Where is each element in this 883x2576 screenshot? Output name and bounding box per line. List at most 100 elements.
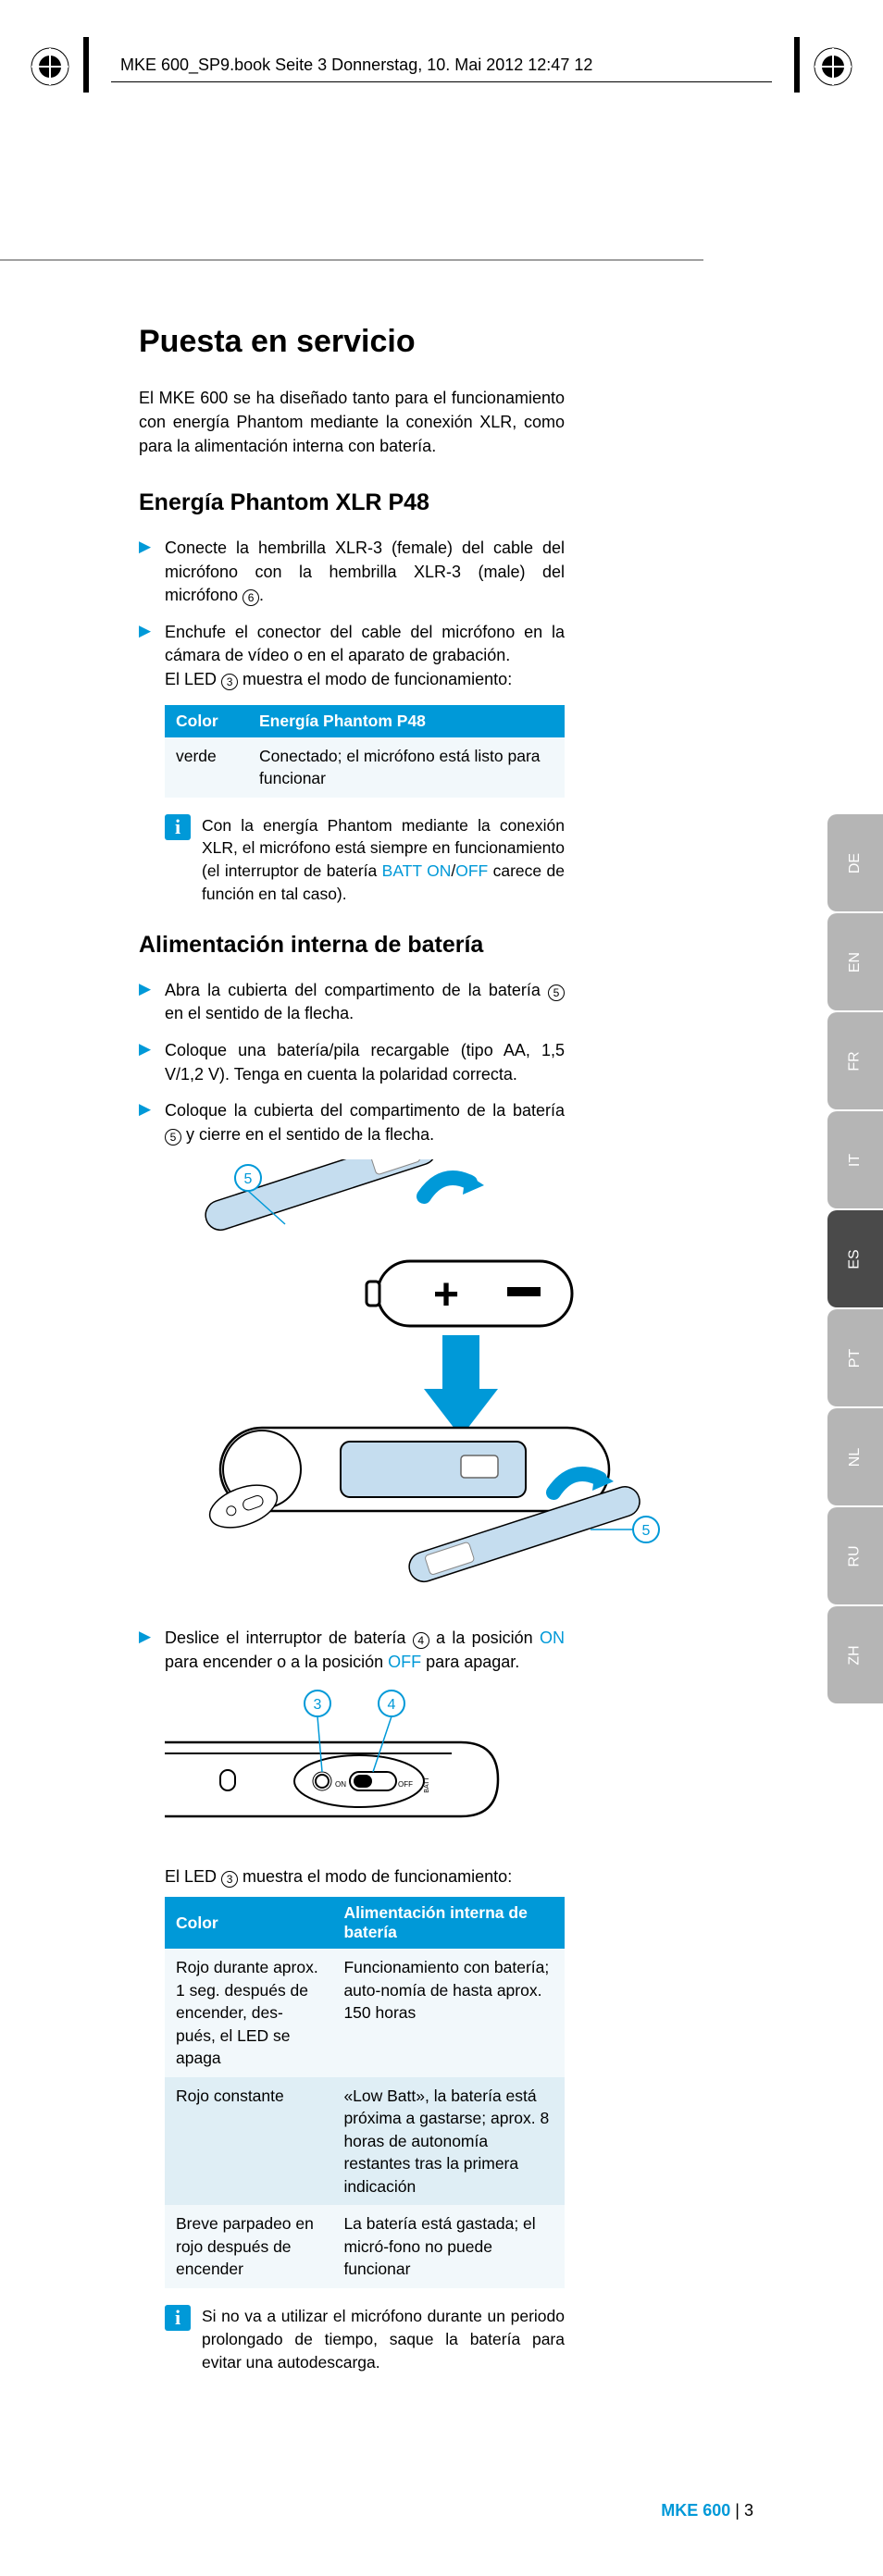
text-run: muestra el modo de funcionamiento: (238, 670, 512, 688)
step-arrow-icon: ▶ (139, 621, 165, 692)
text-run: Abra la cubierta del compartimento de la… (165, 981, 548, 999)
page-title: Puesta en servicio (139, 324, 565, 360)
td-color: Breve parpadeo en rojo después de encend… (165, 2205, 332, 2288)
phantom-table: Color Energía Phantom P48 verde Conectad… (165, 705, 565, 798)
td-color: Rojo constante (165, 2077, 332, 2206)
switch-figure: ON OFF BATT 3 4 (165, 1687, 565, 1849)
step-item: ▶ Enchufe el conector del cable del micr… (139, 621, 565, 692)
intro-paragraph: El MKE 600 se ha diseñado tanto para el … (139, 386, 565, 458)
step-item: ▶ Coloque una batería/pila recargable (t… (139, 1039, 565, 1086)
svg-text:ON: ON (335, 1780, 346, 1789)
lang-tab-de[interactable]: DE (827, 814, 883, 911)
lang-tab-zh[interactable]: ZH (827, 1606, 883, 1703)
td-desc: Funcionamiento con batería; auto-nomía d… (332, 1949, 565, 2077)
svg-text:OFF: OFF (398, 1780, 413, 1789)
th-color: Color (165, 705, 248, 737)
step-item: ▶ Conecte la hembrilla XLR-3 (female) de… (139, 537, 565, 608)
th-phantom: Energía Phantom P48 (248, 705, 565, 737)
page-content: Puesta en servicio El MKE 600 se ha dise… (0, 0, 750, 2492)
ref-number: 5 (548, 985, 565, 1001)
lang-tab-ru[interactable]: RU (827, 1507, 883, 1604)
lang-tab-label: ES (847, 1249, 864, 1269)
ref-number: 3 (221, 674, 238, 690)
lang-tab-fr[interactable]: FR (827, 1012, 883, 1109)
info-box: i Si no va a utilizar el micrófono duran… (165, 2305, 565, 2374)
th-battery: Alimentación interna de batería (332, 1897, 565, 1949)
info-icon: i (165, 2305, 194, 2374)
step-text: Coloque la cubierta del compartimento de… (165, 1099, 565, 1146)
td-desc: La batería está gastada; el micró-fono n… (332, 2205, 565, 2288)
step-text: Enchufe el conector del cable del micróf… (165, 621, 565, 692)
ref-number: 5 (165, 1129, 181, 1146)
step-arrow-icon: ▶ (139, 1039, 165, 1086)
text-run: El LED (165, 1867, 221, 1886)
text-run: . (259, 586, 264, 604)
text-accent: ON (540, 1629, 565, 1647)
text-run: El LED (165, 670, 221, 688)
lang-tab-pt[interactable]: PT (827, 1309, 883, 1406)
info-box: i Con la energía Phantom mediante la con… (165, 814, 565, 906)
step-arrow-icon: ▶ (139, 979, 165, 1026)
info-icon: i (165, 814, 194, 906)
step-text: Abra la cubierta del compartimento de la… (165, 979, 565, 1026)
text-run: muestra el modo de funcionamiento: (238, 1867, 512, 1886)
lang-tab-label: DE (847, 852, 864, 873)
text-run: Enchufe el conector del cable del micróf… (165, 623, 565, 665)
ref-number: 3 (221, 1871, 238, 1888)
text-accent: OFF (455, 861, 488, 880)
registration-bar (794, 37, 800, 93)
callout-label: 3 (314, 1697, 322, 1713)
svg-text:+: + (433, 1270, 459, 1319)
lang-tab-it[interactable]: IT (827, 1111, 883, 1208)
step-item: ▶ Deslice el interruptor de batería 4 a … (139, 1627, 565, 1674)
ref-number: 4 (413, 1632, 429, 1649)
lang-tab-label: FR (847, 1051, 864, 1071)
th-color: Color (165, 1897, 332, 1949)
step-text: Deslice el interruptor de batería 4 a la… (165, 1627, 565, 1674)
lang-tab-es[interactable]: ES (827, 1210, 883, 1307)
info-text: Con la energía Phantom mediante la conex… (194, 814, 565, 906)
text-run: para encender o a la posición (165, 1653, 388, 1671)
svg-text:BATT: BATT (424, 1777, 430, 1793)
battery-figure: 5 + (165, 1159, 565, 1608)
text-run: Deslice el interruptor de batería (165, 1629, 413, 1647)
ref-number: 6 (243, 589, 259, 606)
text-run: para apagar. (421, 1653, 519, 1671)
battery-table: Color Alimentación interna de batería Ro… (165, 1897, 565, 2288)
callout-label: 4 (388, 1697, 396, 1713)
callout-label: 5 (244, 1171, 253, 1187)
step-item: ▶ Coloque la cubierta del compartimento … (139, 1099, 565, 1146)
callout-label: 5 (642, 1523, 651, 1539)
text-run: a la posición (429, 1629, 540, 1647)
footer-model: MKE 600 (661, 2501, 730, 2520)
step-arrow-icon: ▶ (139, 1627, 165, 1674)
led-caption: El LED 3 muestra el modo de funcionamien… (165, 1867, 565, 1888)
lang-tab-label: RU (847, 1545, 864, 1567)
footer-sep: | (730, 2501, 744, 2520)
section-heading: Alimentación interna de batería (139, 932, 565, 959)
lang-tab-nl[interactable]: NL (827, 1408, 883, 1505)
lang-tab-en[interactable]: EN (827, 913, 883, 1010)
language-tabs: DE EN FR IT ES PT NL RU ZH (827, 814, 883, 1705)
text-run: en el sentido de la flecha. (165, 1004, 354, 1022)
lang-tab-label: EN (847, 951, 864, 972)
text-run: y cierre en el sentido de la flecha. (181, 1125, 434, 1144)
text-run: Conecte la hembrilla XLR-3 (female) del … (165, 539, 565, 604)
text-accent: BATT ON (382, 861, 452, 880)
lang-tab-label: NL (847, 1447, 864, 1466)
info-text: Si no va a utilizar el micrófono durante… (194, 2305, 565, 2374)
td-color: verde (165, 737, 248, 798)
lang-tab-label: ZH (847, 1645, 864, 1665)
registration-mark (811, 44, 855, 97)
step-text: Conecte la hembrilla XLR-3 (female) del … (165, 537, 565, 608)
page-footer: MKE 600 | 3 (0, 2492, 883, 2576)
step-arrow-icon: ▶ (139, 537, 165, 608)
footer-page: 3 (744, 2501, 753, 2520)
text-accent: OFF (388, 1653, 421, 1671)
section-heading: Energía Phantom XLR P48 (139, 489, 565, 516)
td-desc: «Low Batt», la batería está próxima a ga… (332, 2077, 565, 2206)
step-item: ▶ Abra la cubierta del compartimento de … (139, 979, 565, 1026)
lang-tab-label: PT (847, 1348, 864, 1367)
step-arrow-icon: ▶ (139, 1099, 165, 1146)
td-color: Rojo durante aprox. 1 seg. después de en… (165, 1949, 332, 2077)
